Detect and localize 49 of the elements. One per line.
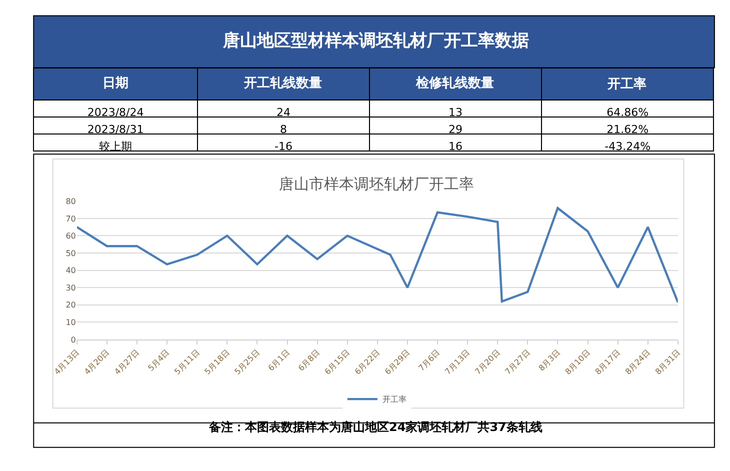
category-label: 开工率 — [606, 76, 647, 92]
x-tick-label: 5月11日 — [172, 348, 202, 376]
x-tick-label: 4月13日 — [52, 348, 82, 376]
x-tick-label: 6月1日 — [266, 348, 292, 373]
y-tick-label: 20 — [66, 300, 76, 310]
legend-label: 开工率 — [382, 395, 406, 404]
text: 21.62% — [606, 123, 649, 136]
text: 13 — [448, 106, 463, 120]
x-tick-label: 8月3日 — [537, 348, 562, 373]
text: -43.24% — [604, 140, 651, 154]
y-tick-label: 60 — [66, 232, 76, 241]
x-tick-label: 7月20日 — [473, 348, 502, 376]
y-tick-label: 50 — [66, 248, 76, 258]
text: 8 — [280, 123, 287, 136]
x-tick-label: 7月6日 — [416, 348, 442, 373]
x-tick-label: 4月20日 — [82, 348, 112, 376]
x-tick-label: 6月29日 — [383, 348, 412, 376]
y-tick-label: 40 — [66, 266, 76, 276]
y-tick-label: 0 — [70, 335, 76, 344]
x-tick-label: 8月10日 — [564, 348, 592, 376]
x-tick-label: 6月22日 — [353, 348, 382, 376]
line-series — [76, 206, 678, 304]
x-tick-label: 5月25日 — [232, 348, 262, 376]
y-tick-label: 10 — [66, 318, 76, 327]
x-tick-label: 7月13日 — [443, 348, 472, 376]
x-tick-label: 8月31日 — [654, 348, 682, 376]
x-tick-label: 6月8日 — [296, 348, 322, 373]
text: 24 — [276, 106, 290, 120]
y-tick-label: 70 — [66, 214, 76, 224]
text: 唐山地区型材样本调坯轧材厂开工率数据 — [222, 31, 529, 51]
text: 64.86% — [606, 106, 649, 120]
text: 2023/8/24 — [87, 106, 144, 120]
x-tick-label: 7月27日 — [503, 348, 532, 376]
x-tick-label: 4月27日 — [112, 348, 142, 376]
x-tick-label: 5月4日 — [146, 348, 172, 373]
x-tick-label: 6月15日 — [323, 348, 352, 376]
y-tick-label: 80 — [66, 196, 76, 206]
text: 16 — [448, 140, 463, 154]
text: -16 — [274, 140, 292, 154]
category-label: 日期 — [102, 76, 129, 91]
y-tick-label: 30 — [66, 283, 76, 292]
x-tick-label: 8月24日 — [624, 348, 652, 376]
x-tick-label: 8月17日 — [594, 348, 622, 376]
x-tick-label: 5月18日 — [202, 348, 232, 376]
category-label: 检修轧线数量 — [415, 76, 494, 91]
chart-title: 唐山市样本调坯轧材厂开工率 — [279, 175, 474, 193]
text: 29 — [448, 123, 463, 136]
text: 2023/8/31 — [87, 123, 144, 136]
category-label: 开工轧线数量 — [242, 76, 322, 91]
